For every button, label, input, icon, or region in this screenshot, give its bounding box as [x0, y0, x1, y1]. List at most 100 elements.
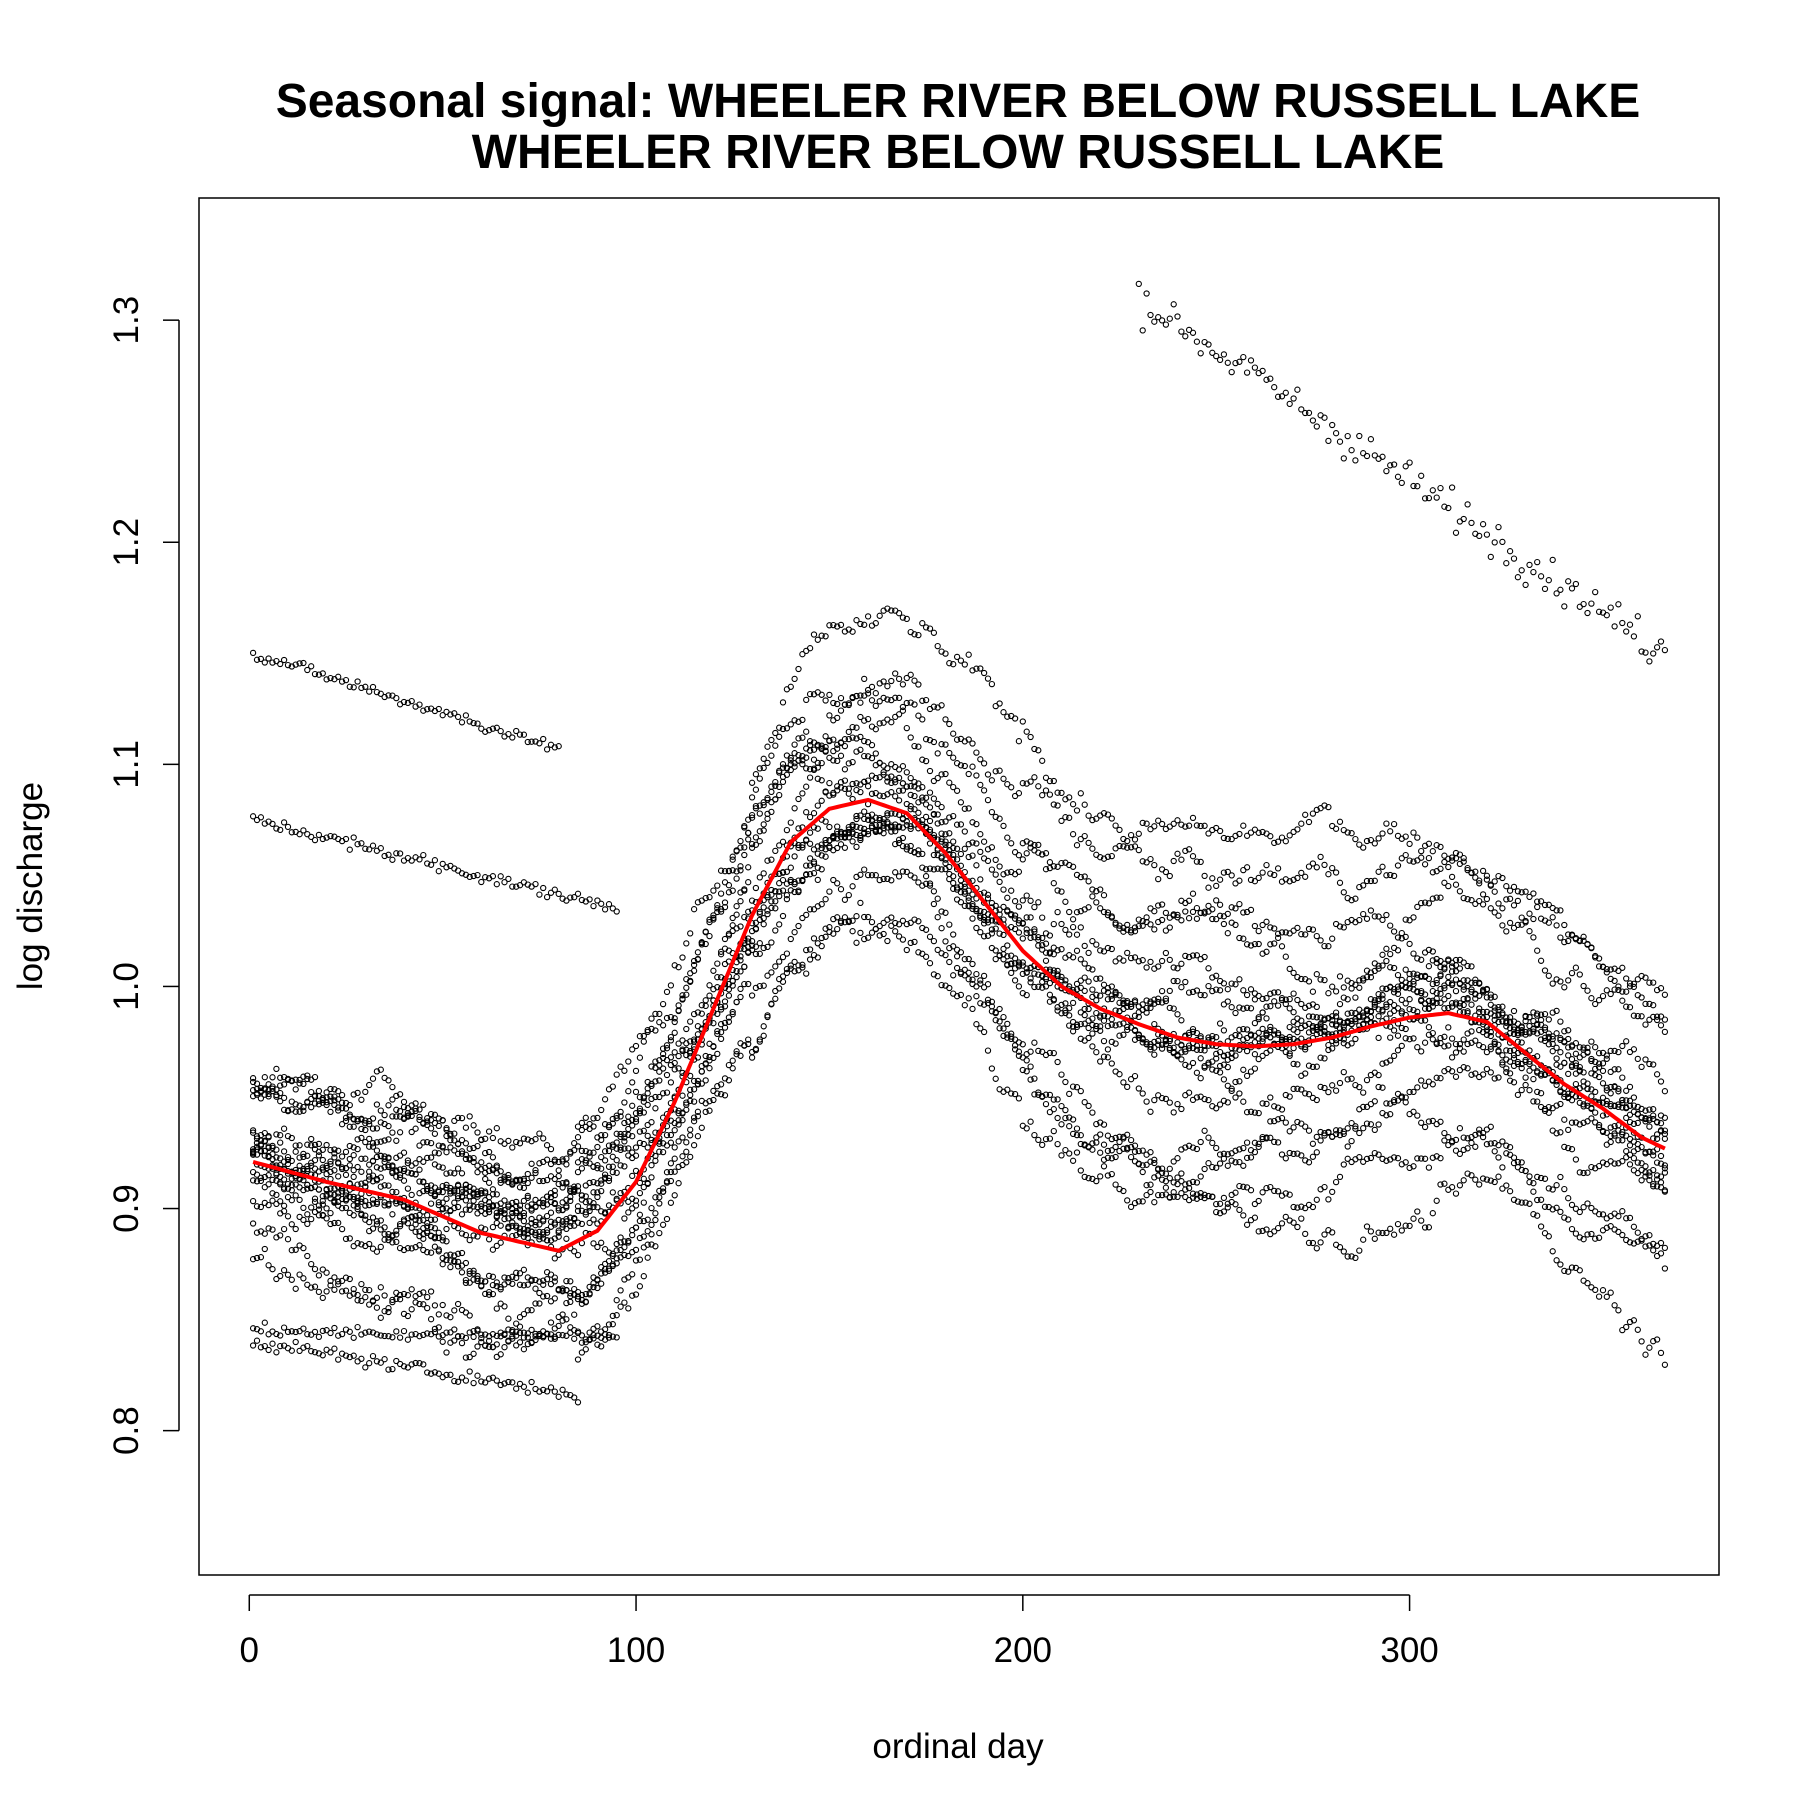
data-point [752, 805, 760, 812]
data-point [915, 809, 922, 816]
data-point [1510, 1030, 1518, 1038]
data-point [1452, 1073, 1460, 1080]
data-point [1147, 958, 1154, 966]
data-point [1158, 820, 1166, 828]
data-point [292, 1192, 299, 1199]
data-point [1081, 942, 1088, 950]
data-point [752, 802, 760, 810]
data-point [1329, 1082, 1336, 1089]
data-point [1011, 977, 1019, 984]
data-point [1429, 895, 1436, 902]
data-point [1193, 1069, 1201, 1076]
data-point [1460, 854, 1467, 862]
data-point [1124, 949, 1131, 957]
data-point [1008, 784, 1015, 791]
data-point [1205, 1134, 1212, 1141]
data-point [1379, 916, 1386, 924]
data-point [431, 1243, 439, 1250]
data-point [1634, 1229, 1641, 1236]
data-point [1661, 1244, 1669, 1252]
data-point [841, 844, 849, 851]
data-point [1019, 718, 1026, 725]
data-point [1120, 1079, 1127, 1086]
data-point [1259, 869, 1266, 876]
data-point [826, 779, 833, 787]
data-point [687, 1126, 694, 1133]
data-point [1039, 978, 1046, 986]
data-point [702, 1077, 709, 1084]
data-point [864, 739, 872, 746]
data-point [938, 741, 945, 748]
data-point [1390, 1052, 1398, 1060]
data-point [942, 818, 949, 825]
data-point [1332, 988, 1340, 995]
data-point [659, 1000, 667, 1008]
data-point [1630, 1094, 1638, 1101]
data-point [1201, 1165, 1208, 1173]
data-point [598, 1280, 605, 1287]
data-point [1158, 987, 1166, 995]
data-point [849, 795, 856, 803]
data-point [1011, 898, 1019, 905]
data-point [1352, 835, 1359, 843]
data-point [1170, 857, 1177, 865]
data-point [551, 1295, 558, 1302]
data-point [1073, 807, 1081, 814]
data-point [1619, 964, 1626, 971]
data-point [1414, 834, 1421, 841]
data-point [810, 631, 818, 638]
data-point [884, 696, 891, 703]
data-point [532, 1169, 539, 1177]
data-point [1042, 957, 1050, 964]
data-point [513, 1269, 520, 1276]
data-point [563, 1235, 570, 1242]
data-point [625, 1058, 632, 1065]
data-point [284, 1156, 292, 1164]
data-point [938, 925, 945, 932]
data-point [1228, 1004, 1235, 1011]
data-point [640, 1199, 647, 1206]
data-point [806, 766, 814, 773]
data-point [1626, 1083, 1634, 1091]
data-point [644, 1101, 651, 1109]
data-point [1182, 908, 1189, 915]
data-point [1309, 926, 1317, 933]
data-point [907, 671, 914, 678]
data-point [934, 811, 941, 818]
data-point [791, 763, 798, 770]
data-point [590, 1115, 597, 1122]
data-point [857, 699, 864, 706]
data-point [733, 911, 740, 918]
data-point [1166, 1099, 1173, 1106]
data-point [1325, 1088, 1332, 1096]
data-point [899, 707, 907, 714]
data-point [1077, 1087, 1084, 1095]
data-point [1429, 999, 1436, 1006]
data-point [1599, 1067, 1607, 1075]
data-point [1630, 1155, 1638, 1162]
data-point [1027, 975, 1034, 982]
data-point [1104, 1046, 1112, 1053]
data-point [1085, 1034, 1092, 1042]
data-point [1108, 1016, 1115, 1023]
data-point [1185, 953, 1193, 961]
data-point [1147, 855, 1154, 863]
data-point [1479, 901, 1487, 908]
data-point [1000, 1013, 1007, 1021]
data-point [1383, 820, 1390, 827]
data-point [953, 953, 961, 960]
data-point [961, 661, 968, 668]
data-point [292, 1086, 299, 1093]
data-point [980, 972, 988, 980]
data-point [1116, 1071, 1123, 1078]
data-point [1274, 865, 1282, 872]
data-point [984, 796, 992, 804]
data-point [1131, 954, 1139, 961]
data-point [1155, 902, 1162, 909]
data-point [1282, 838, 1289, 845]
data-point [1421, 1039, 1429, 1046]
data-point [1085, 949, 1092, 957]
data-point [1035, 899, 1042, 906]
data-point [644, 1026, 651, 1034]
